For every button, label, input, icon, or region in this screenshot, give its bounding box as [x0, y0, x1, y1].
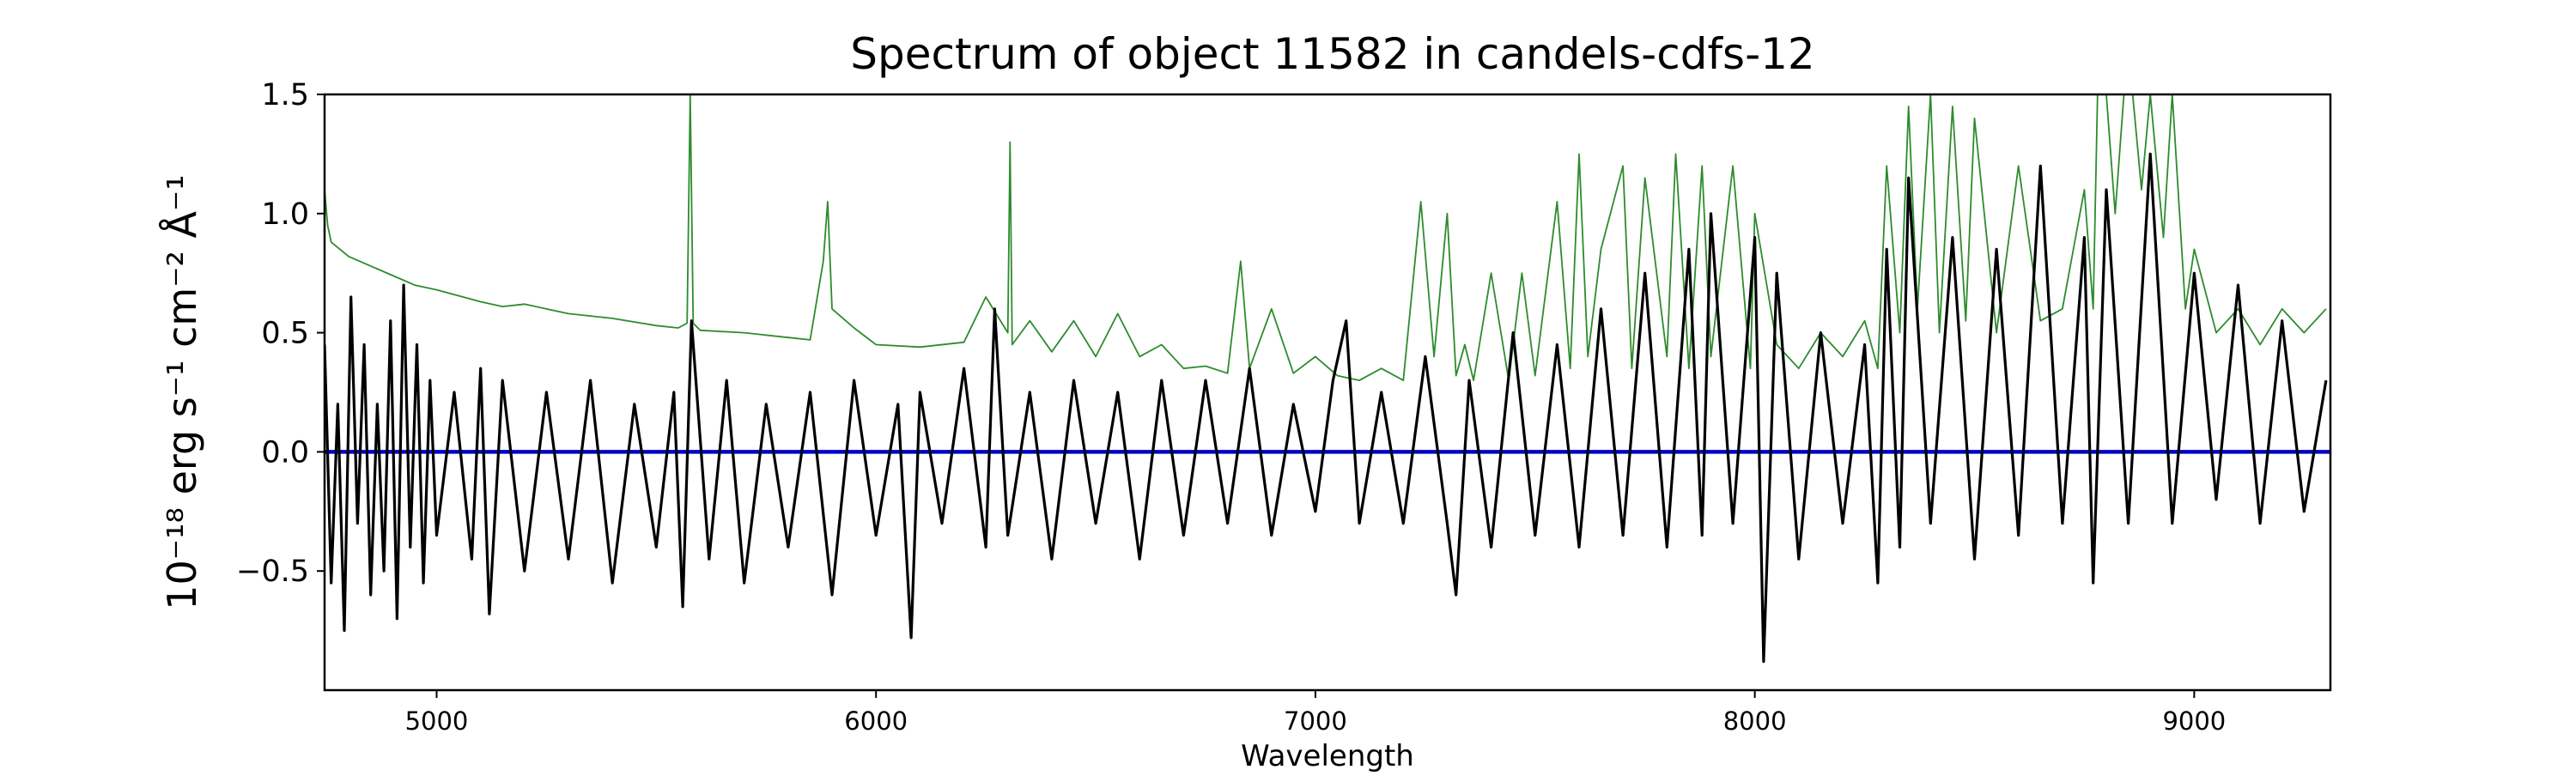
chart-title: Spectrum of object 11582 in candels-cdfs…: [850, 29, 1815, 79]
x-tick-label: 5000: [405, 706, 469, 736]
x-tick-label: 9000: [2162, 706, 2226, 736]
x-tick-label: 6000: [844, 706, 908, 736]
y-tick-label: 1.0: [261, 197, 309, 232]
x-tick-label: 8000: [1723, 706, 1787, 736]
x-axis: 5000 6000 7000 8000 9000: [405, 690, 2226, 736]
sky-series-line: [325, 94, 2327, 382]
x-axis-label: Wavelength: [1241, 739, 1414, 773]
flux-series-line: [325, 152, 2328, 664]
plot-frame: [323, 93, 2332, 692]
y-tick-label: −0.5: [236, 555, 309, 589]
plot-area: [323, 93, 2332, 692]
y-axis-label: 10⁻¹⁸ erg s⁻¹ cm⁻² Å⁻¹: [159, 174, 205, 609]
y-tick-label: 0.0: [261, 435, 309, 470]
series-layer: [325, 94, 2330, 664]
y-tick-label: 1.5: [261, 78, 309, 112]
y-tick-label: 0.5: [261, 317, 309, 351]
y-axis: −0.5 0.0 0.5 1.0 1.5: [236, 78, 325, 589]
x-tick-label: 7000: [1284, 706, 1347, 736]
